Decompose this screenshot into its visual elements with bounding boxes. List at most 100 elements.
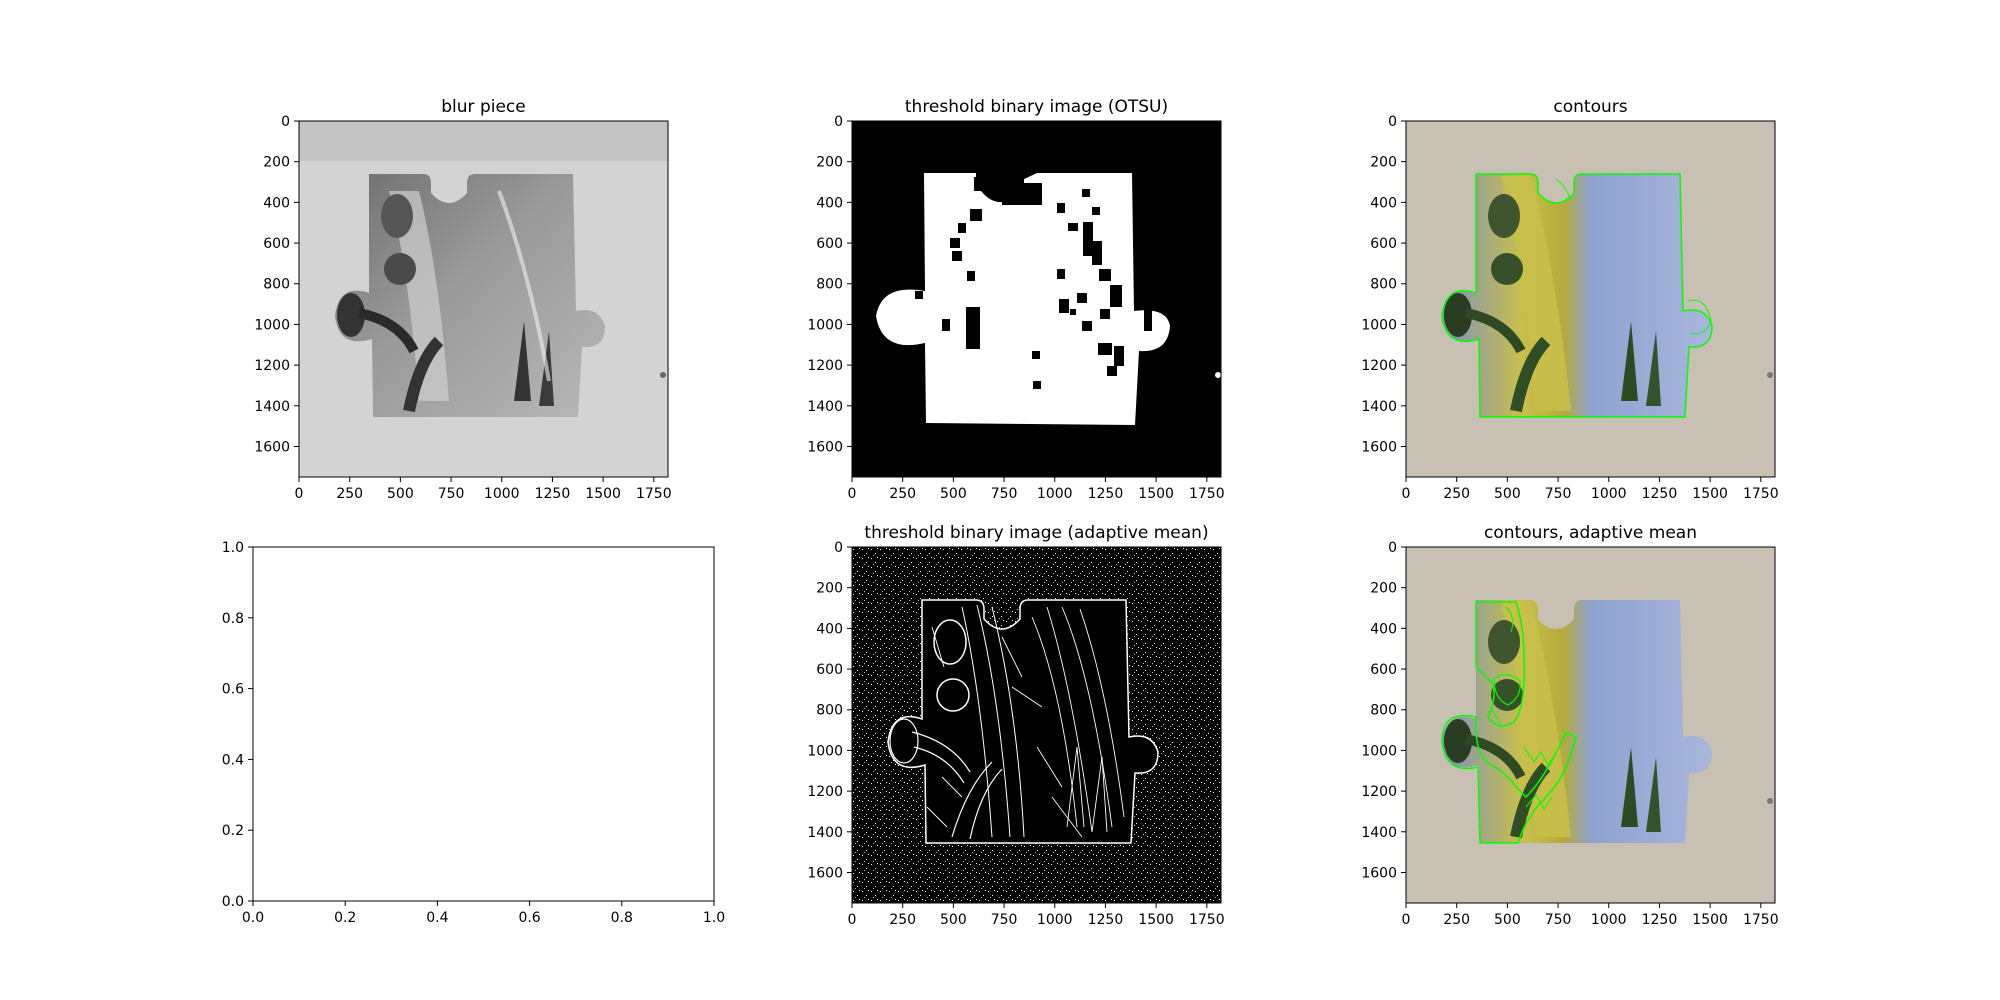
- y-tick-label: 800: [816, 703, 843, 719]
- x-tick-label: 750: [1545, 912, 1572, 928]
- y-tick-label: 800: [1370, 703, 1397, 719]
- y-tick-label: 400: [1370, 621, 1397, 637]
- y-tick-label: 1600: [1361, 865, 1397, 881]
- y-tick-label: 200: [816, 155, 843, 171]
- x-tick-label: 0: [295, 486, 304, 502]
- x-tick-label: 0: [1402, 486, 1411, 502]
- y-tick-label: 400: [1370, 195, 1397, 211]
- y-tick-label: 0.0: [222, 894, 244, 910]
- x-ticks-contours: 0 250 500 750 1000 1250 1500 1750: [1402, 477, 1779, 502]
- y-tick-label: 0.6: [222, 682, 244, 698]
- x-tick-label: 1500: [1692, 486, 1728, 502]
- y-ticks-empty: 0.0 0.2 0.4 0.6 0.8 1.0: [222, 540, 253, 910]
- x-tick-label: 1500: [585, 486, 621, 502]
- y-tick-label: 0: [834, 540, 843, 556]
- x-tick-label: 500: [1494, 912, 1521, 928]
- y-ticks-adaptive: 0 200 400 600 800 1000 1200 1400 1600: [807, 540, 852, 881]
- image-contours: [1406, 121, 1775, 477]
- panel-empty: 0.0 0.2 0.4 0.6 0.8 1.0 0.0 0.2 0.4 0.6 0.8 1.0: [222, 540, 725, 926]
- y-tick-label: 1200: [1361, 358, 1397, 374]
- y-tick-label: 600: [1370, 662, 1397, 678]
- x-tick-label: 1500: [1138, 912, 1174, 928]
- panel-title-contours: contours: [1553, 97, 1627, 117]
- axes-frame-contours-adaptive: [1405, 546, 1776, 904]
- y-tick-label: 1400: [1361, 399, 1397, 415]
- x-tick-label: 0: [848, 912, 857, 928]
- y-tick-label: 0.8: [222, 611, 244, 627]
- y-tick-label: 1600: [254, 439, 290, 455]
- panel-contours-adaptive: contours, adaptive mean 0 250 500 750 1000 12…: [1361, 523, 1778, 928]
- y-tick-label: 400: [263, 195, 290, 211]
- x-tick-label: 0: [848, 486, 857, 502]
- x-tick-label: 500: [387, 486, 414, 502]
- x-tick-label: 1750: [1189, 486, 1225, 502]
- y-tick-label: 1000: [1361, 317, 1397, 333]
- y-tick-label: 1400: [1361, 825, 1397, 841]
- y-tick-label: 800: [816, 277, 843, 293]
- y-tick-label: 1200: [254, 358, 290, 374]
- y-tick-label: 1600: [1361, 439, 1397, 455]
- y-tick-label: 1200: [807, 784, 843, 800]
- panel-title-otsu: threshold binary image (OTSU): [905, 97, 1168, 117]
- x-tick-label: 0.8: [611, 910, 633, 926]
- x-tick-label: 1000: [1591, 912, 1627, 928]
- y-tick-label: 400: [816, 195, 843, 211]
- x-tick-label: 250: [336, 486, 363, 502]
- x-tick-label: 1250: [1642, 912, 1678, 928]
- y-tick-label: 600: [263, 236, 290, 252]
- y-tick-label: 200: [1370, 581, 1397, 597]
- y-tick-label: 1400: [807, 825, 843, 841]
- x-tick-label: 1000: [1591, 486, 1627, 502]
- y-tick-label: 0: [281, 114, 290, 130]
- x-tick-label: 500: [940, 486, 967, 502]
- x-tick-label: 750: [991, 912, 1018, 928]
- x-tick-label: 1750: [1189, 912, 1225, 928]
- panel-contours: contours 0 250 500 750 1000 1250 1500 1750 0 200…: [1361, 97, 1778, 502]
- panel-adaptive: threshold binary image (adaptive mean) 0…: [807, 523, 1224, 928]
- panel-title-blur: blur piece: [441, 97, 525, 117]
- x-tick-label: 1250: [1642, 486, 1678, 502]
- image-otsu: [852, 121, 1221, 477]
- x-tick-label: 750: [991, 486, 1018, 502]
- y-tick-label: 1200: [1361, 784, 1397, 800]
- x-tick-label: 0.4: [426, 910, 448, 926]
- y-tick-label: 1000: [254, 317, 290, 333]
- y-tick-label: 1.0: [222, 540, 244, 556]
- y-tick-label: 200: [816, 581, 843, 597]
- x-ticks-empty: 0.0 0.2 0.4 0.6 0.8 1.0: [242, 901, 725, 926]
- y-tick-label: 1000: [807, 743, 843, 759]
- x-tick-label: 250: [1443, 486, 1470, 502]
- axes-frame-adaptive: [851, 546, 1222, 904]
- y-tick-label: 600: [1370, 236, 1397, 252]
- y-tick-label: 600: [816, 236, 843, 252]
- image-blur: [299, 121, 668, 477]
- x-tick-label: 1250: [535, 486, 571, 502]
- axes-frame-empty: [252, 546, 715, 902]
- image-adaptive: [852, 547, 1221, 903]
- x-ticks-blur: 0 250 500 750 1000 1250 1500 1750: [295, 477, 672, 502]
- y-tick-label: 800: [1370, 277, 1397, 293]
- x-tick-label: 0: [1402, 912, 1411, 928]
- y-tick-label: 1000: [807, 317, 843, 333]
- x-tick-label: 1000: [1037, 486, 1073, 502]
- y-tick-label: 1200: [807, 358, 843, 374]
- y-tick-label: 200: [1370, 155, 1397, 171]
- x-tick-label: 1750: [636, 486, 672, 502]
- y-ticks-otsu: 0 200 400 600 800 1000 1200 1400 1600: [807, 114, 852, 455]
- x-tick-label: 500: [940, 912, 967, 928]
- panel-title-adaptive: threshold binary image (adaptive mean): [864, 523, 1208, 543]
- y-tick-label: 0: [1388, 540, 1397, 556]
- y-ticks-contours-adaptive: 0 200 400 600 800 1000 1200 1400 1600: [1361, 540, 1406, 881]
- x-tick-label: 750: [1545, 486, 1572, 502]
- x-tick-label: 250: [889, 486, 916, 502]
- y-tick-label: 1000: [1361, 743, 1397, 759]
- x-tick-label: 1.0: [703, 910, 725, 926]
- y-tick-label: 400: [816, 621, 843, 637]
- image-contours-adaptive: [1406, 547, 1775, 903]
- x-tick-label: 0.2: [334, 910, 356, 926]
- x-tick-label: 0.0: [242, 910, 264, 926]
- panel-title-contours-adaptive: contours, adaptive mean: [1484, 523, 1697, 543]
- x-tick-label: 250: [1443, 912, 1470, 928]
- y-tick-label: 1400: [807, 399, 843, 415]
